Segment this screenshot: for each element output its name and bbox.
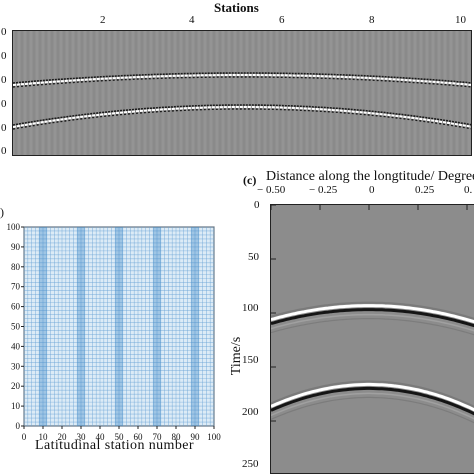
panel-a-ytick: 0 <box>1 74 7 86</box>
panel-c-ringing <box>271 313 474 332</box>
panel-c-ytick: 150 <box>242 354 259 366</box>
panel-b-xtick-label: 20 <box>58 432 68 442</box>
panel-b-ytick-label: 100 <box>7 222 21 232</box>
panel-c: (c) Distance along the longtitude/ Degre… <box>229 168 474 474</box>
panel-a-xtick: 2 <box>100 14 106 26</box>
panel-b-xtick-label: 90 <box>191 432 201 442</box>
panel-c-arrival-dark <box>271 386 474 416</box>
panel-a: Stations 2 4 6 8 10 0 0 0 0 0 0 <box>0 0 474 160</box>
panel-c-ringing <box>271 301 474 320</box>
panel-a-arrival-dark <box>13 72 471 84</box>
panel-c-arrival <box>271 382 474 412</box>
panel-b-xlabel: Latitudinal station number <box>35 438 194 453</box>
panel-b-xtick-label: 80 <box>172 432 182 442</box>
panel-a-seismogram <box>12 30 472 156</box>
panel-b-heatmap: 0 10 20 30 40 50 60 70 80 90 100100908070605040302… <box>7 222 222 442</box>
panel-b-ytick-label: 40 <box>11 341 21 351</box>
panel-b-ytick-label: 20 <box>11 381 21 391</box>
panel-b-ytick-label: 60 <box>11 302 21 312</box>
panel-b: ) 0 10 20 30 40 50 60 70 80 90 100 100 90 80 70 60 50 40 3… <box>0 195 230 474</box>
panel-c-ytick: 200 <box>242 406 259 418</box>
panel-a-arrival-dark <box>13 108 471 130</box>
panel-a-ytick: 0 <box>1 50 7 62</box>
panel-c-ytick: 50 <box>248 251 259 263</box>
panel-c-xtick: 0.25 <box>415 184 435 196</box>
panel-c-ytick: 0 <box>254 199 260 211</box>
panel-b-xtick-label: 100 <box>207 432 221 442</box>
panel-c-ringing <box>271 392 474 420</box>
panel-b-xtick-label: 30 <box>77 432 87 442</box>
panel-c-ringing <box>271 318 474 336</box>
panel-b-xtick-label: 40 <box>96 432 106 442</box>
panel-c-ringing <box>271 396 474 424</box>
panel-b-ytick-label: 80 <box>11 262 21 272</box>
panel-c-xtick: − 0.25 <box>309 184 338 196</box>
panel-c-letter: (c) <box>243 173 257 187</box>
panel-b-dense-band <box>77 227 85 426</box>
panel-c-ytick: 100 <box>242 302 259 314</box>
panel-a-arrival-dark <box>13 76 471 88</box>
panel-a-ytick: 0 <box>1 98 7 110</box>
panel-b-ytick-label: 50 <box>11 322 21 332</box>
panel-c-ylabel: Time/s <box>229 336 245 376</box>
panel-c-ringing <box>271 380 474 408</box>
panel-a-arrival-dark <box>13 104 471 126</box>
panel-b-ytick-label: 10 <box>11 401 21 411</box>
panel-c-xtick: 0 <box>369 184 375 196</box>
panel-a-arrival <box>13 74 471 86</box>
panel-c-arrival-dark <box>271 308 474 328</box>
panel-a-xtick: 6 <box>279 14 285 26</box>
panel-b-xtick-label: 60 <box>134 432 144 442</box>
panel-b-ytick-label: 70 <box>11 282 21 292</box>
panel-c-title: Distance along the longtitude/ Degree <box>266 169 474 184</box>
panel-a-xlabel: Stations <box>214 0 259 15</box>
panel-b-xtick-label: 10 <box>39 432 49 442</box>
panel-a-ytick: 0 <box>1 145 7 157</box>
panel-a-xtick: 8 <box>369 14 375 26</box>
panel-b-dense-band <box>153 227 161 426</box>
panel-b-xtick-label: 0 <box>22 432 27 442</box>
panel-a-ytick: 0 <box>1 26 7 38</box>
panel-a-arrival <box>13 106 471 128</box>
panel-c-arrival <box>271 304 474 324</box>
panel-b-ytick-label: 30 <box>11 361 21 371</box>
panel-c-ytick: 250 <box>242 458 259 470</box>
panel-b-xtick-label: 70 <box>153 432 163 442</box>
panel-b-dense-band <box>115 227 123 426</box>
panel-b-ytick-label: 0 <box>16 421 21 431</box>
panel-c-seismogram <box>270 204 474 474</box>
panel-a-xtick: 4 <box>189 14 195 26</box>
panel-a-ytick: 0 <box>1 122 7 134</box>
panel-b-dense-band <box>191 227 199 426</box>
panel-c-background <box>271 205 474 473</box>
panel-b-xtick-label: 50 <box>115 432 125 442</box>
panel-a-xtick: 10 <box>455 14 466 26</box>
panel-c-xtick: 0. <box>464 184 473 196</box>
panel-b-letter: ) <box>0 205 4 219</box>
panel-b-dense-band <box>39 227 47 426</box>
panel-c-xtick: − 0.50 <box>257 184 286 196</box>
panel-a-background <box>13 31 471 155</box>
panel-b-ytick-label: 90 <box>11 242 21 252</box>
